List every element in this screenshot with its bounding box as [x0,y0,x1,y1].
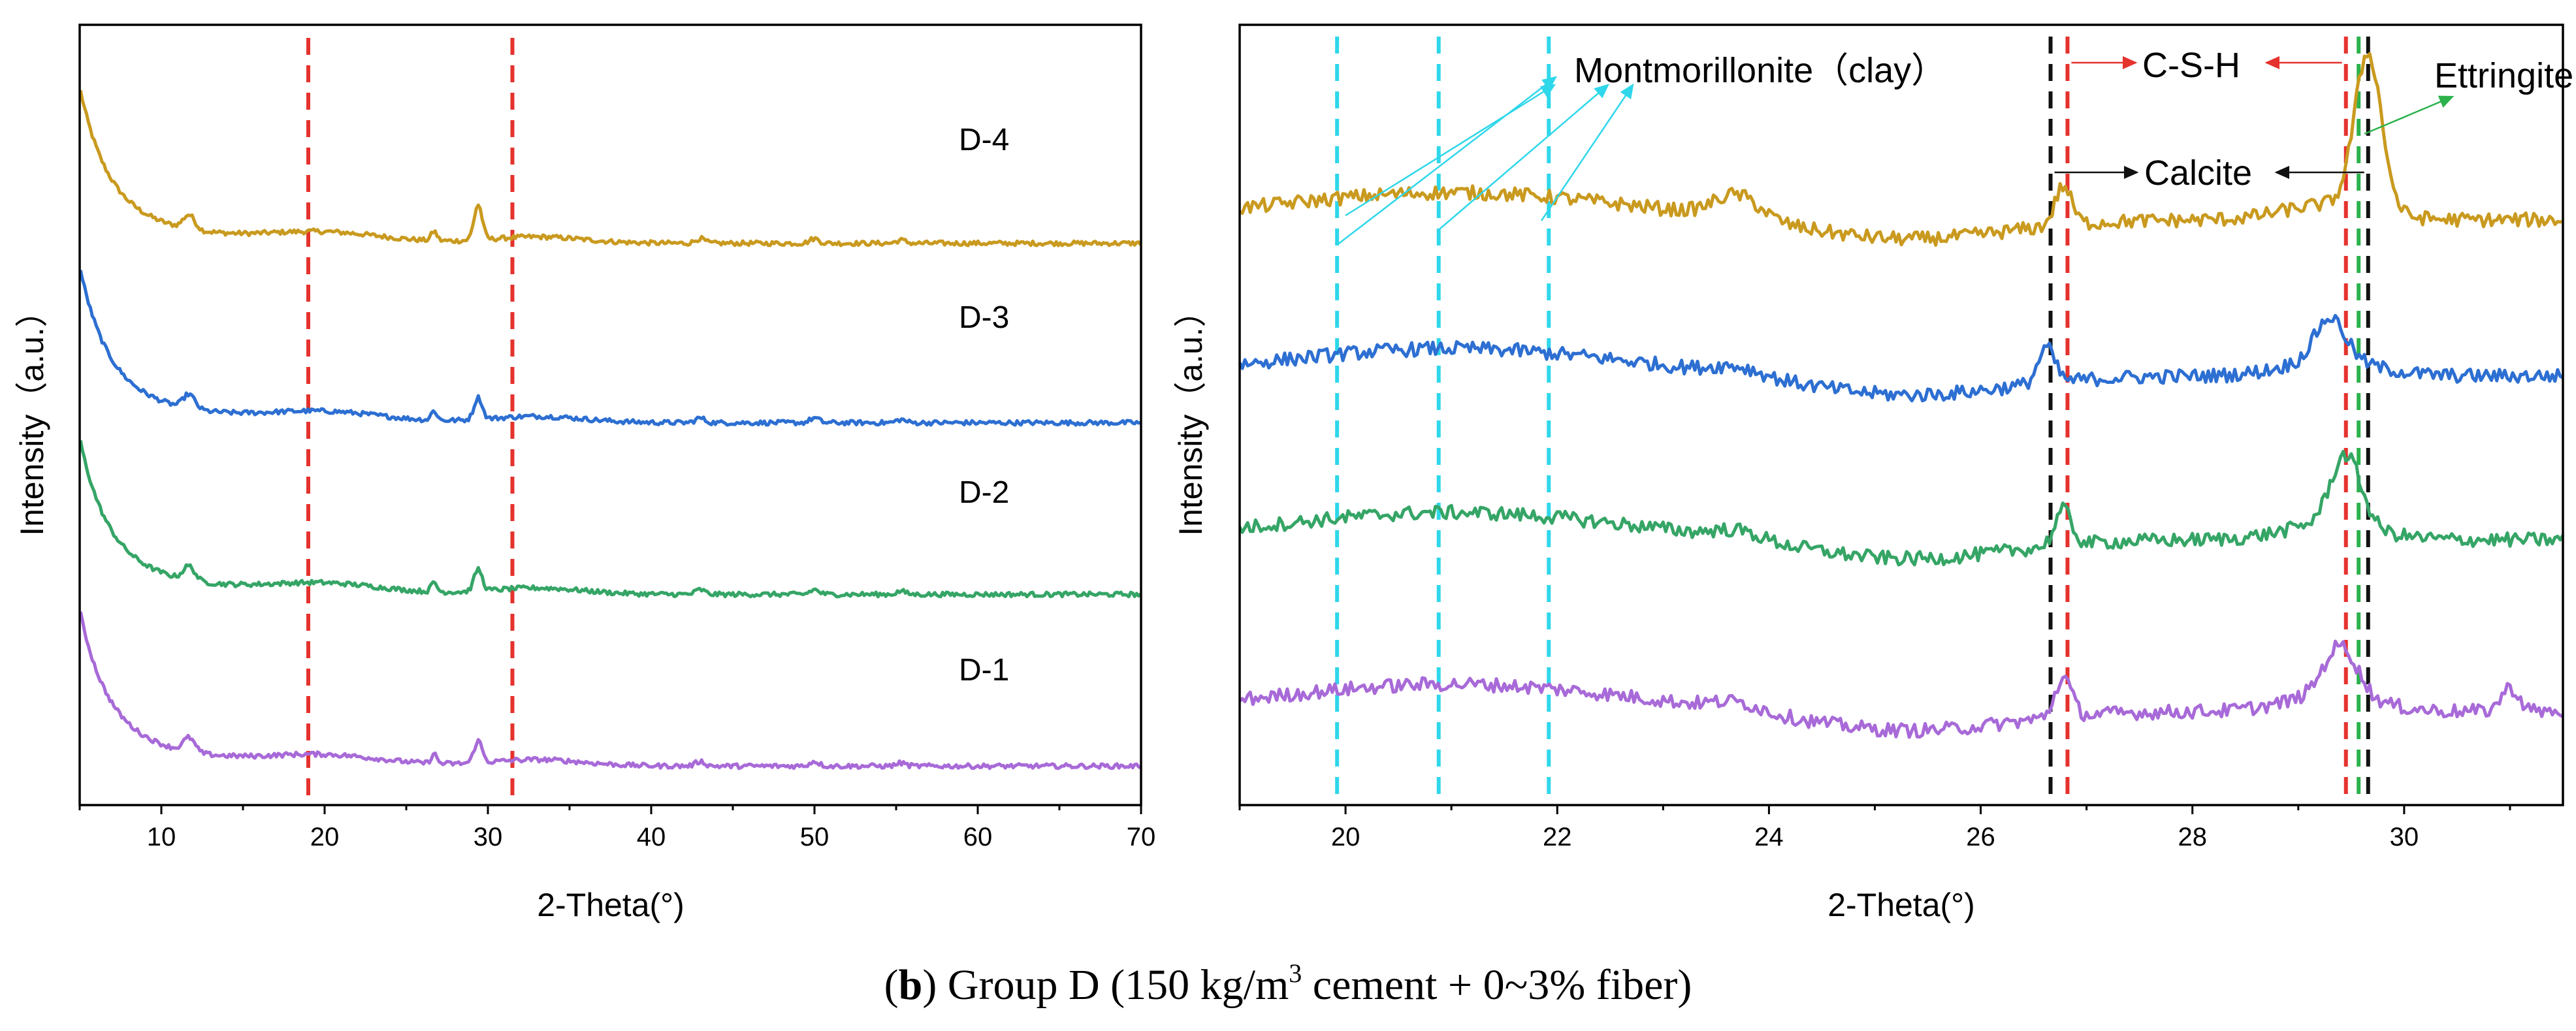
right-trace-d-3 [1238,313,2564,403]
montmorillonite-arrow [1540,83,1634,221]
ettringite-arrow [2364,95,2455,135]
right-x-tick-label: 30 [2390,823,2419,851]
right-y-axis-label: Intensity（a.u.） [1172,294,1209,536]
left-traces [78,89,1142,770]
annotation-arrows [1336,56,2455,246]
label-d1: D-1 [959,653,1009,688]
right-x-axis-label: 2-Theta(°) [1827,887,1975,923]
label-d2: D-2 [959,475,1009,510]
caption-letter: b [899,961,923,1009]
left-trace-d-4 [78,89,1142,247]
right-x-tick-label: 28 [2178,823,2207,851]
left-x-tick-label: 20 [310,823,340,851]
right-reference-lines [1335,37,2370,802]
left-x-tick-label: 60 [963,823,993,851]
left-x-tick-label: 50 [800,823,829,851]
right-trace-d-1 [1238,639,2564,739]
annotation-montmorillonite: Montmorillonite（clay） [1574,51,1946,90]
right-trace-d-2 [1238,449,2565,567]
left-trace-d-3 [78,270,1141,427]
caption-tail: cement + 0~3% fiber) [1302,961,1692,1009]
montmorillonite-arrow [1336,76,1557,246]
right-chart: 20 22 24 26 28 30 Montmorillonite（clay） C-S-H… [1172,24,2573,923]
left-plot-frame [78,24,1142,806]
caption-superscript: 3 [1289,959,1302,988]
annotation-csh: C-S-H [2142,46,2240,85]
label-d3: D-3 [959,300,1009,335]
right-trace-d-4 [1238,52,2564,247]
annotation-ettringite: Ettringite [2434,56,2573,95]
left-trace-d-1 [78,611,1142,770]
right-x-tick-label: 20 [1331,823,1360,851]
right-traces [1238,52,2565,739]
figure-caption: (b) Group D (150 kg/m3 cement + 0~3% fib… [884,959,1692,1009]
label-d4: D-4 [959,123,1009,157]
left-x-axis-label: 2-Theta(°) [537,887,684,923]
left-y-axis-label: Intensity（a.u.） [14,294,50,536]
right-x-tick-label: 22 [1543,823,1572,851]
right-x-tick-label: 24 [1754,823,1784,851]
left-x-tick-label: 30 [474,823,503,851]
right-x-ticks: 20 22 24 26 28 30 [1238,805,2511,851]
right-x-tick-label: 26 [1966,823,1995,851]
left-chart: 10 20 30 40 50 60 70 D-4 D-3 D-2 D-1 2-Theta(°… [14,24,1156,923]
caption-text: ) Group D (150 kg/m [922,961,1289,1009]
montmorillonite-arrow [1345,84,1556,217]
left-x-ticks: 10 20 30 40 50 60 70 [78,805,1156,851]
caption-open: ( [884,961,899,1009]
left-x-tick-label: 10 [147,823,176,851]
annotation-calcite: Calcite [2144,153,2252,193]
montmorillonite-arrow [1438,84,1609,230]
left-trace-d-2 [78,440,1142,599]
right-plot-frame [1238,24,2564,806]
left-reference-lines [306,38,515,802]
left-x-tick-label: 40 [637,823,666,851]
left-x-tick-label: 70 [1127,823,1156,851]
